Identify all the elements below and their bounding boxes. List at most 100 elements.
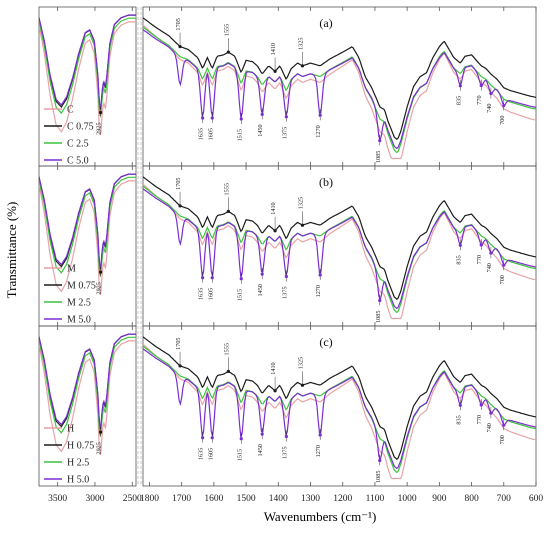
peak-label-1410: 1410 xyxy=(270,202,277,214)
peak-marker xyxy=(318,113,322,117)
legend-label: C 0.75 xyxy=(67,122,94,133)
series-line-c-0-75-right xyxy=(143,17,536,141)
legend-label: C xyxy=(67,105,74,116)
peak-label-1410: 1410 xyxy=(270,362,277,374)
peak-marker xyxy=(98,430,103,434)
peak-marker xyxy=(318,433,322,437)
peak-marker xyxy=(502,103,506,108)
peak-marker xyxy=(300,64,305,68)
panel-1: 2925 1635 1605 1515 1450 1375 1270 1085 835 77074… xyxy=(38,6,537,167)
peak-marker xyxy=(200,436,205,440)
x-tick-label-2500: 2500 xyxy=(123,494,142,504)
peak-label-1605: 1605 xyxy=(207,288,214,300)
x-tick-label-1600: 1600 xyxy=(204,494,223,504)
series-line-c-5-0-right xyxy=(143,29,536,150)
peak-marker xyxy=(178,45,182,49)
peak-label-1450: 1450 xyxy=(257,284,264,296)
peak-marker xyxy=(489,411,493,415)
x-tick-label-3000: 3000 xyxy=(85,494,104,504)
legend: H H 0.75 H 2.5 H 5.0 xyxy=(44,424,94,486)
x-tick-label-700: 700 xyxy=(497,494,512,504)
peak-marker xyxy=(226,50,230,54)
x-tick-label-800: 800 xyxy=(464,494,479,504)
right-frame xyxy=(142,325,537,487)
panel-label: (b) xyxy=(319,175,333,189)
peak-marker xyxy=(98,270,103,274)
peak-label-1085: 1085 xyxy=(375,151,382,163)
x-tick-label-1500: 1500 xyxy=(237,494,256,504)
legend-label: H xyxy=(67,424,74,435)
peak-label-1325: 1325 xyxy=(298,197,305,209)
peak-label-740: 740 xyxy=(486,103,493,112)
peak-marker xyxy=(502,423,506,427)
peak-marker xyxy=(458,243,462,247)
x-tick-label-1200: 1200 xyxy=(333,494,352,504)
peak-marker xyxy=(200,276,205,280)
peak-marker xyxy=(226,369,230,373)
peak-label-835: 835 xyxy=(455,415,462,424)
legend-label: H 5.0 xyxy=(67,475,89,486)
series-line-h-2-5-left xyxy=(39,336,136,436)
legend: M M 0.75 M 2.5 M 5.0 xyxy=(44,264,96,326)
peak-label-1705: 1705 xyxy=(175,177,182,189)
peak-marker xyxy=(489,251,493,255)
x-axis-label: Wavenumbers (cm⁻¹) xyxy=(264,509,377,524)
panel-label: (c) xyxy=(319,335,332,349)
x-tick-label-1800: 1800 xyxy=(140,494,159,504)
peak-label-740: 740 xyxy=(486,423,493,432)
peak-marker xyxy=(210,436,214,440)
peak-label-1555: 1555 xyxy=(223,183,230,195)
peak-label-1085: 1085 xyxy=(375,311,382,323)
series-line-h-left xyxy=(39,340,136,455)
series-line-m-5-0-left xyxy=(39,173,136,268)
peak-label-1375: 1375 xyxy=(281,127,288,139)
peak-label-1410: 1410 xyxy=(270,43,277,55)
series-line-m-0-75-right xyxy=(143,176,536,300)
x-tick-label-1700: 1700 xyxy=(172,494,191,504)
peak-marker xyxy=(502,263,506,267)
peak-label-1605: 1605 xyxy=(207,128,214,140)
peak-marker xyxy=(260,432,264,436)
x-tick-label-600: 600 xyxy=(529,494,544,504)
peak-label-1705: 1705 xyxy=(175,337,182,349)
peak-label-1270: 1270 xyxy=(315,285,322,297)
peak-marker xyxy=(273,69,277,73)
peak-marker xyxy=(300,383,305,387)
peak-marker xyxy=(479,83,483,88)
peak-label-2925: 2925 xyxy=(96,282,103,294)
peak-label-1515: 1515 xyxy=(236,449,243,461)
x-tick-label-1000: 1000 xyxy=(398,494,417,504)
x-tick-label-1400: 1400 xyxy=(269,494,288,504)
legend-label: M xyxy=(67,264,76,275)
peak-marker xyxy=(378,139,382,143)
series-line-m-right xyxy=(143,183,536,320)
peak-label-2925: 2925 xyxy=(96,442,103,454)
peak-label-1605: 1605 xyxy=(207,448,214,460)
series-line-m-2-5-left xyxy=(39,176,136,276)
peak-marker xyxy=(273,229,277,233)
peak-label-700: 700 xyxy=(499,275,506,284)
x-tick-label-3500: 3500 xyxy=(48,494,67,504)
peak-marker xyxy=(210,276,214,280)
x-tick-label-900: 900 xyxy=(432,494,447,504)
peak-marker xyxy=(458,84,462,88)
series-line-m-5-0-right xyxy=(143,188,536,310)
right-frame xyxy=(142,165,537,327)
legend-label: C 2.5 xyxy=(67,139,89,150)
peak-marker xyxy=(239,117,243,121)
series-line-c-left xyxy=(39,21,136,136)
peak-label-770: 770 xyxy=(476,255,483,264)
peak-label-2925: 2925 xyxy=(96,122,103,134)
peak-label-1270: 1270 xyxy=(315,445,322,457)
peak-marker xyxy=(178,204,182,208)
peak-label-1515: 1515 xyxy=(236,129,243,141)
peak-marker xyxy=(178,364,182,368)
peak-marker xyxy=(260,112,264,117)
peak-label-1325: 1325 xyxy=(298,357,305,369)
peak-marker xyxy=(239,437,243,441)
x-tick-label-1100: 1100 xyxy=(366,494,385,504)
peak-label-1635: 1635 xyxy=(198,448,205,460)
